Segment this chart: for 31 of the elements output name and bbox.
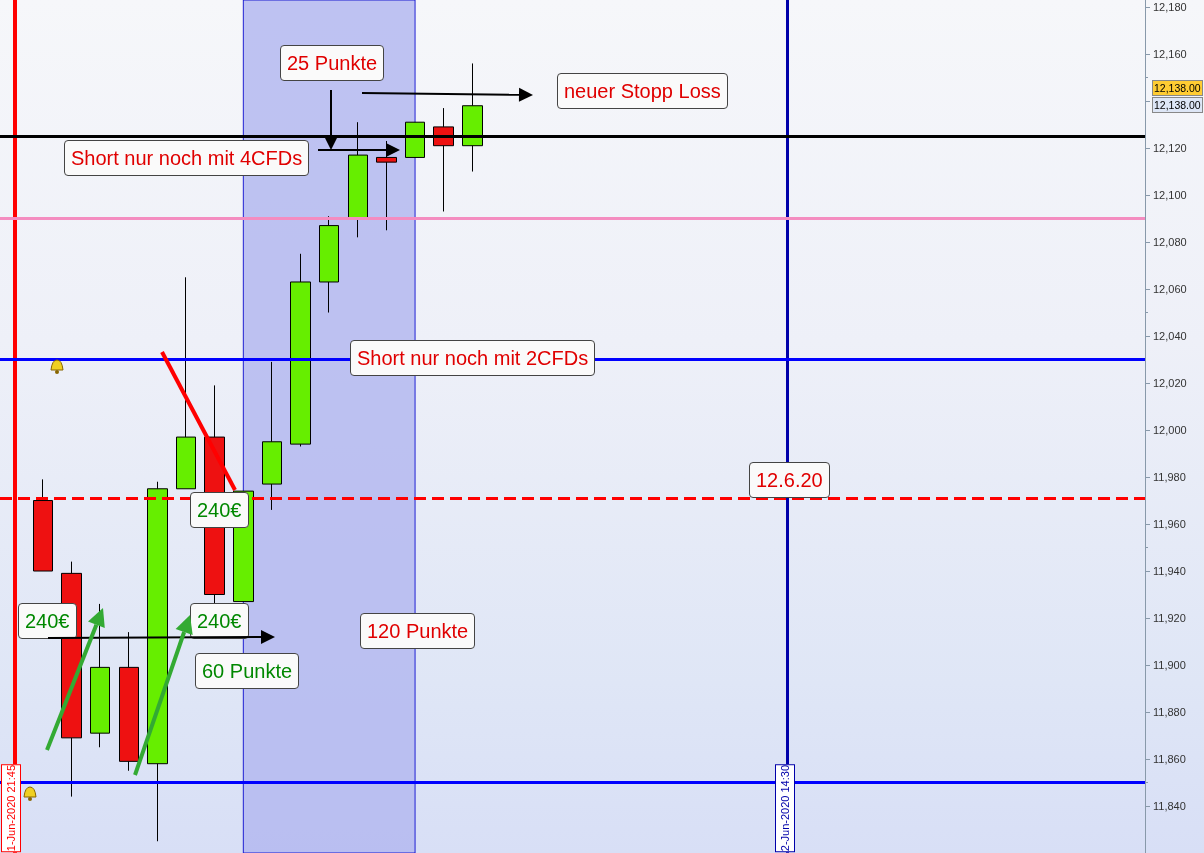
y-tick-label: 11,980	[1153, 471, 1186, 484]
y-tick-label: 11,920	[1153, 612, 1186, 625]
text: 12,138.00	[1152, 80, 1203, 96]
annotation: 240€	[18, 603, 77, 639]
annotation: 1-Jun-2020 21:45	[1, 763, 21, 852]
y-tick-label: 12,000	[1153, 424, 1187, 437]
y-tick-label: 12,160	[1153, 48, 1187, 61]
y-tick-label: 11,860	[1153, 753, 1186, 766]
y-tick-label: 12,020	[1153, 377, 1187, 390]
annotation: Short nur noch mit 4CFDs	[64, 140, 310, 176]
y-tick-label: 11,940	[1153, 565, 1186, 578]
y-tick-label: 12,180	[1153, 1, 1187, 14]
annotation: 12.6.20	[749, 462, 830, 498]
y-tick-label: 12,060	[1153, 283, 1187, 296]
y-tick-label: 12,100	[1153, 189, 1187, 202]
y-tick-label: 11,840	[1153, 800, 1186, 812]
y-tick-label: 11,900	[1153, 659, 1186, 672]
annotation: 2-Jun-2020 14:30	[775, 763, 795, 852]
text: 12,138.00	[1152, 97, 1203, 113]
y-tick-label: 11,960	[1153, 518, 1186, 531]
annotation: 25 Punkte	[280, 45, 385, 81]
y-tick-label: 11,880	[1153, 706, 1186, 719]
annotation: 240€	[190, 492, 249, 528]
y-tick-label: 12,120	[1153, 142, 1187, 155]
y-tick-label: 12,040	[1153, 330, 1187, 343]
annotation: 240€	[190, 603, 249, 639]
y-tick-label: 12,080	[1153, 236, 1187, 249]
annotation: 120 Punkte	[360, 613, 476, 649]
annotation: neuer Stopp Loss	[557, 73, 728, 109]
annotation: 60 Punkte	[195, 653, 300, 689]
annotation: Short nur noch mit 2CFDs	[350, 340, 596, 376]
